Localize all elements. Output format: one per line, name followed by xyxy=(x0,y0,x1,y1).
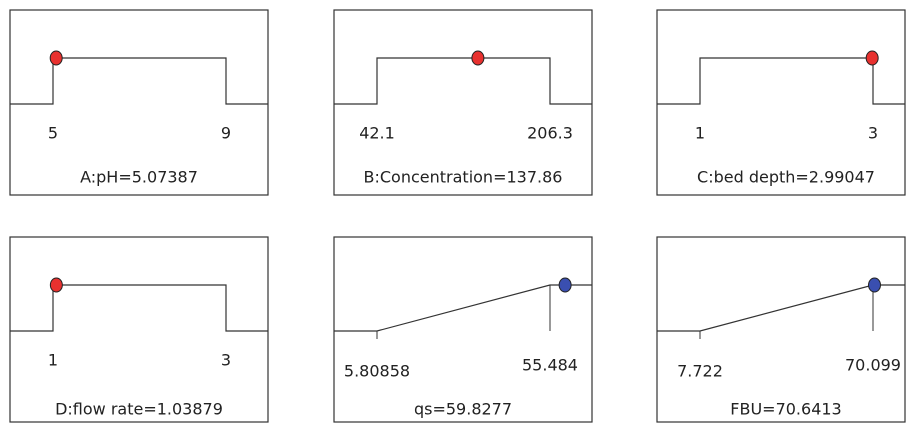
setting-dot xyxy=(49,277,63,293)
panel-frame xyxy=(333,9,593,196)
panel-frame xyxy=(333,236,593,423)
high-label: 3 xyxy=(221,351,231,370)
ramp-line xyxy=(334,284,592,332)
panel-frame xyxy=(9,236,269,423)
low-label: 7.722 xyxy=(677,362,723,381)
setting-dot xyxy=(558,277,572,293)
panel-title: FBU=70.6413 xyxy=(730,400,841,419)
high-label: 9 xyxy=(221,124,231,143)
range-step xyxy=(10,57,268,105)
low-label: 5.80858 xyxy=(344,362,410,381)
setting-dot xyxy=(865,50,879,66)
setting-dot xyxy=(471,50,485,66)
panel-title: A:pH=5.07387 xyxy=(80,168,198,187)
panel-frame xyxy=(656,236,906,423)
panel-title: D:flow rate=1.03879 xyxy=(55,400,223,419)
panel-frame xyxy=(9,9,269,196)
high-label: 206.3 xyxy=(527,124,573,143)
panel-title: B:Concentration=137.86 xyxy=(364,168,563,187)
low-label: 1 xyxy=(48,351,58,370)
low-label: 5 xyxy=(48,124,58,143)
setting-dot xyxy=(49,50,63,66)
panel-frame xyxy=(656,9,906,196)
ramp-line xyxy=(657,284,905,332)
high-label: 3 xyxy=(868,124,878,143)
setting-dot xyxy=(868,277,882,293)
high-label: 70.099 xyxy=(845,356,901,375)
panel-title: C:bed depth=2.99047 xyxy=(697,168,875,187)
range-step xyxy=(10,284,268,332)
range-step xyxy=(657,57,905,105)
high-label: 55.484 xyxy=(522,356,578,375)
low-label: 42.1 xyxy=(359,124,395,143)
panel-title: qs=59.8277 xyxy=(414,400,512,419)
range-step xyxy=(334,57,592,105)
low-label: 1 xyxy=(695,124,705,143)
